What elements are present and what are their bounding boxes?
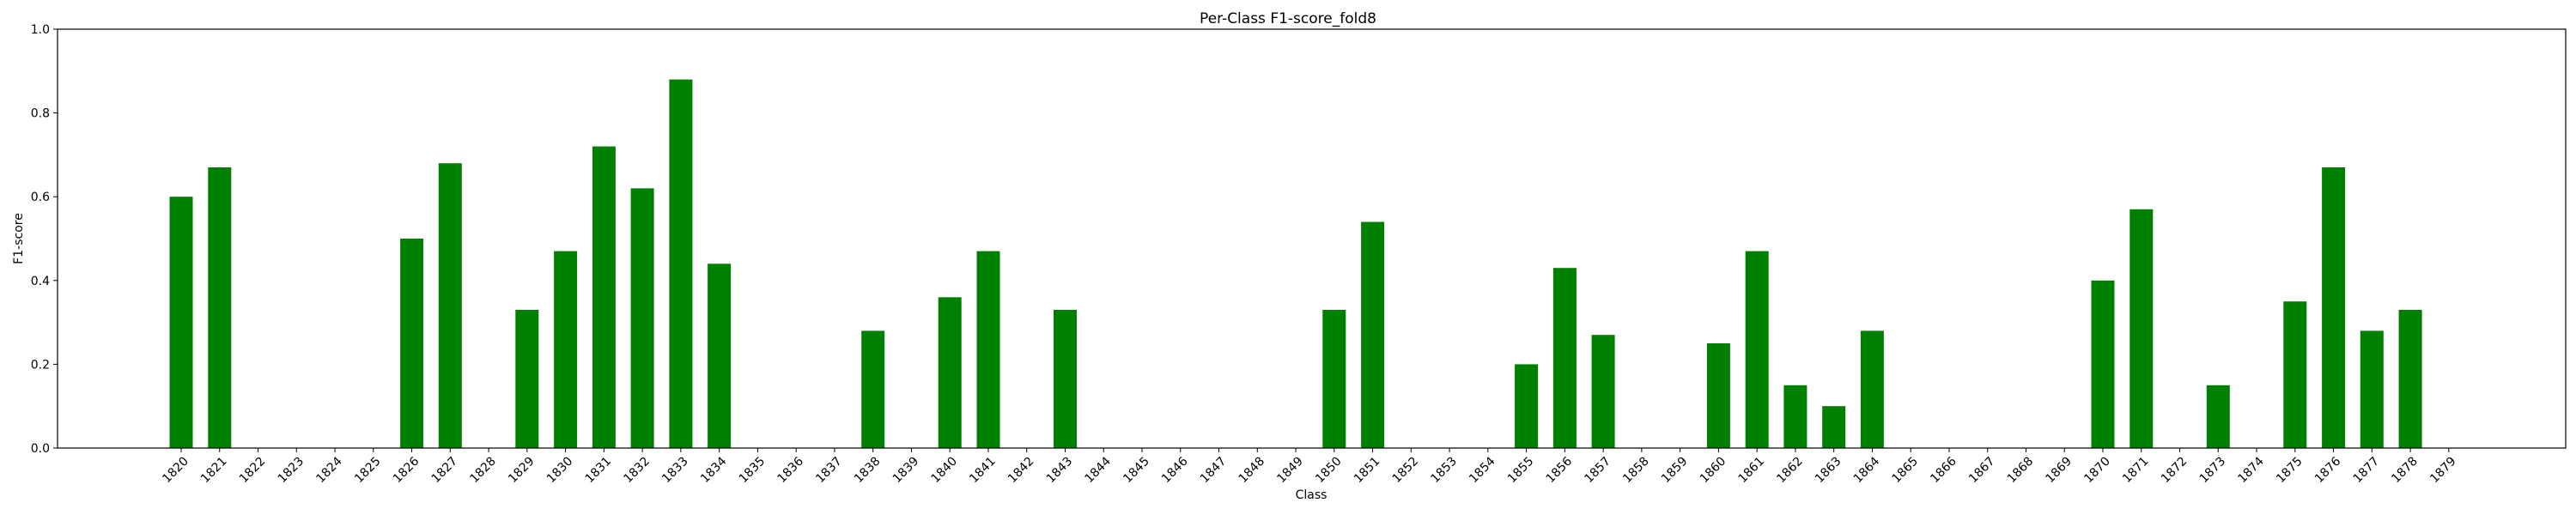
bar-1830 bbox=[554, 251, 578, 448]
bar-1820 bbox=[169, 197, 193, 448]
y-tick-label: 0.8 bbox=[31, 107, 50, 121]
bar-1855 bbox=[1515, 364, 1539, 448]
bar-1832 bbox=[630, 188, 654, 448]
y-tick-label: 0.4 bbox=[31, 275, 50, 288]
bar-1870 bbox=[2091, 280, 2115, 448]
y-tick-label: 1.0 bbox=[31, 23, 50, 37]
bar-1827 bbox=[438, 163, 462, 448]
bar-1826 bbox=[400, 239, 424, 448]
y-axis-ticks: 0.0 0.2 0.4 0.6 0.8 1.0 bbox=[31, 23, 58, 456]
bar-1834 bbox=[708, 264, 732, 448]
bar-1857 bbox=[1591, 335, 1615, 448]
y-axis-label: F1-score bbox=[12, 213, 26, 264]
bar-1860 bbox=[1706, 343, 1730, 448]
bar-1864 bbox=[1860, 330, 1884, 448]
bar-1871 bbox=[2129, 209, 2154, 449]
bar-1821 bbox=[208, 167, 232, 448]
bar-1829 bbox=[515, 310, 539, 448]
bars-group bbox=[169, 79, 2422, 449]
x-axis-label: Class bbox=[1296, 488, 1327, 502]
y-tick-label: 0.6 bbox=[31, 191, 50, 204]
bar-1833 bbox=[669, 79, 693, 448]
bar-1840 bbox=[938, 297, 962, 448]
bar-1862 bbox=[1783, 385, 1807, 448]
bar-1856 bbox=[1552, 268, 1577, 448]
bar-1863 bbox=[1822, 406, 1846, 448]
bar-1838 bbox=[861, 330, 885, 448]
y-tick-label: 0.2 bbox=[31, 358, 50, 372]
y-tick-label: 0.0 bbox=[31, 442, 50, 456]
bar-1831 bbox=[592, 146, 616, 448]
bar-1873 bbox=[2206, 385, 2230, 448]
bar-1841 bbox=[976, 251, 1000, 448]
bar-1876 bbox=[2322, 167, 2346, 448]
bar-1878 bbox=[2398, 310, 2422, 448]
bar-1861 bbox=[1745, 251, 1769, 448]
bar-1875 bbox=[2283, 301, 2307, 448]
chart-title: Per-Class F1-score_fold8 bbox=[1200, 10, 1376, 27]
plot-frame bbox=[57, 28, 2567, 449]
bar-1850 bbox=[1322, 310, 1346, 448]
bar-1877 bbox=[2360, 330, 2384, 448]
bar-1843 bbox=[1054, 310, 1077, 448]
bar-1851 bbox=[1361, 221, 1385, 448]
